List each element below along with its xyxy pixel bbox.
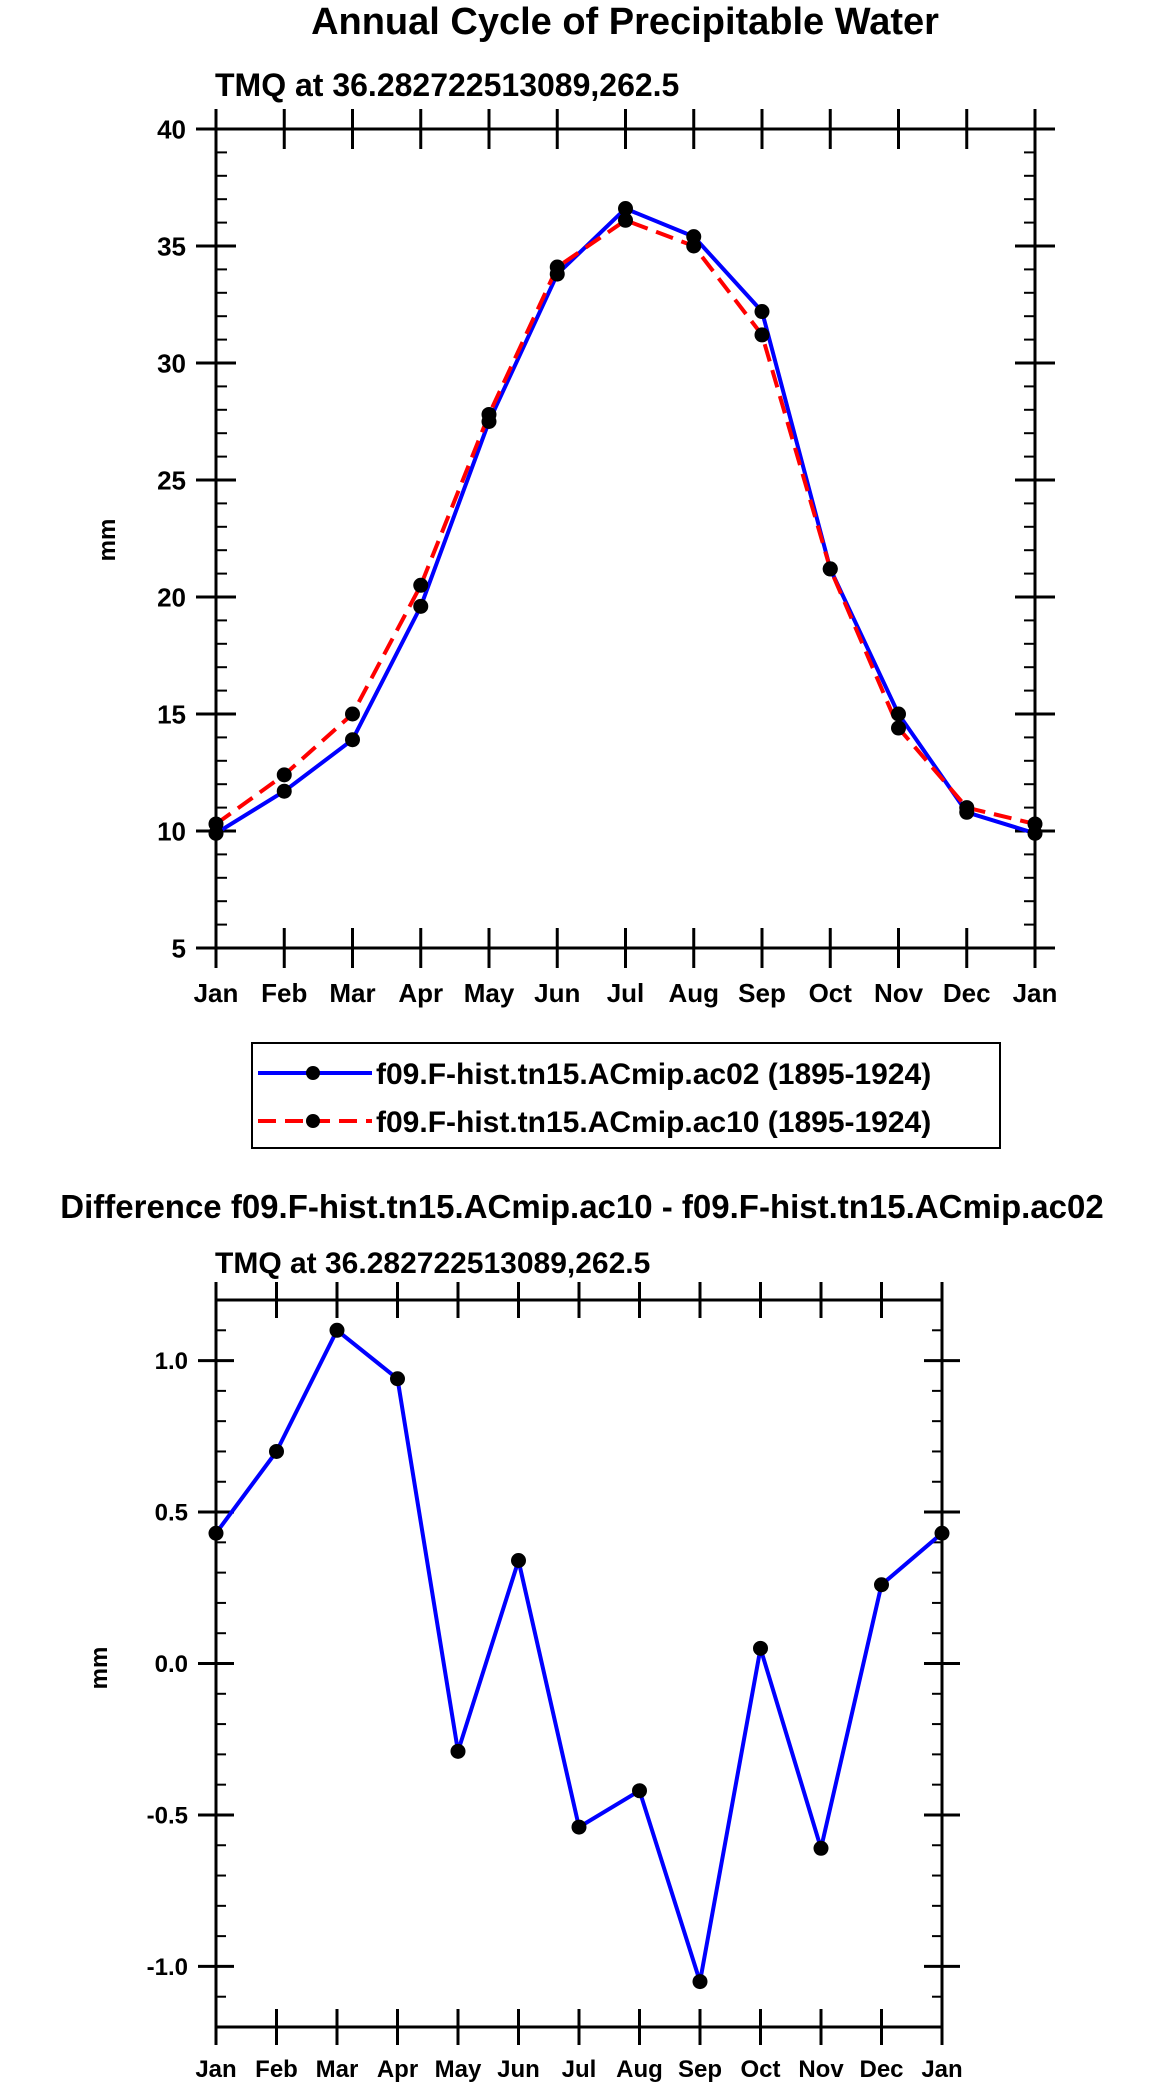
chart1-series-1-point: [549, 259, 565, 275]
chart2-xtick-label: Oct: [740, 2056, 780, 2083]
chart2-xtick-label: Apr: [377, 2056, 418, 2083]
chart1-ytick-label: 20: [157, 582, 186, 612]
chart2-ytick-label: 1.0: [155, 1348, 188, 1375]
chart1-xtick-label: Feb: [261, 978, 307, 1008]
chart1-ytick-label: 40: [157, 114, 186, 144]
legend-marker-ac10: [306, 1114, 320, 1128]
chart2-xtick-label: Jan: [921, 2056, 962, 2083]
chart1-series-0-point: [618, 201, 633, 217]
chart1-series-1-point: [959, 800, 975, 816]
figure-title: Annual Cycle of Precipitable Water: [311, 1, 939, 43]
chart1-plot: Jan Feb Mar Apr May Jun Jul Aug Sep Oct Nov Dec Jan 5…: [157, 109, 1057, 1008]
chart2-series-0-point: [511, 1553, 526, 1569]
chart2-series-0-point: [390, 1371, 405, 1387]
chart1-ytick-label: 10: [157, 816, 186, 846]
chart2-series-0-point: [269, 1443, 284, 1459]
chart2-xtick-label: Dec: [859, 2056, 903, 2083]
chart2-series-0-point: [632, 1783, 647, 1799]
legend-box: [251, 1042, 1001, 1149]
chart1-series-0-point: [754, 304, 770, 320]
legend-marker-ac02: [306, 1066, 320, 1080]
chart1-xtick-label: Aug: [668, 978, 719, 1008]
chart2-series-0-point: [692, 1974, 708, 1990]
chart2-plot: Jan Feb Mar Apr May Jun Jul Aug Sep Oct Nov Dec Jan -…: [147, 1282, 963, 2083]
legend-label-ac02: f09.F-hist.tn15.ACmip.ac02 (1895-1924): [376, 1058, 931, 1091]
chart1-series-0-point: [413, 598, 429, 614]
chart1-series-1-point: [345, 706, 360, 722]
chart1-ytick-label: 25: [157, 465, 186, 495]
chart2-series-0-point: [934, 1525, 950, 1541]
chart1-series-1-point: [481, 406, 497, 422]
chart1-ylabel: mm: [94, 519, 121, 562]
chart2-series-0-point: [208, 1525, 224, 1541]
chart2-ytick-label: 0.5: [155, 1500, 188, 1527]
chart1-series-0-point: [345, 732, 360, 748]
chart1-xtick-label: Jun: [534, 978, 580, 1008]
chart2-series-0-point: [571, 1819, 587, 1835]
chart1-series-1-point: [413, 577, 429, 593]
chart2-xtick-label: Nov: [798, 2056, 844, 2083]
chart1-series-1-point: [822, 561, 838, 577]
chart2-series-line-0: [214, 1328, 944, 1984]
chart2-xtick-label: Jul: [562, 2056, 597, 2083]
chart2-subtitle: TMQ at 36.282722513089,262.5: [215, 1247, 650, 1280]
chart1-series-1-point: [208, 816, 224, 832]
chart1-series-line-0: [214, 206, 1036, 836]
legend-label-ac10: f09.F-hist.tn15.ACmip.ac10 (1895-1924): [376, 1106, 931, 1139]
chart2-xtick-label: Sep: [678, 2056, 722, 2083]
diff-title: Difference f09.F-hist.tn15.ACmip.ac10 - …: [60, 1188, 1103, 1225]
chart1-series-1-point: [686, 238, 702, 254]
chart1-legend: f09.F-hist.tn15.ACmip.ac02 (1895-1924) f…: [251, 1042, 1001, 1149]
chart1-xtick-label: Jan: [1013, 978, 1058, 1008]
chart2-xtick-label: Jan: [195, 2056, 236, 2083]
chart2-xtick-label: Jun: [497, 2056, 540, 2083]
chart1-ytick-label: 30: [157, 348, 186, 378]
chart1-series-0-point: [276, 783, 292, 799]
chart1-xtick-label: Nov: [874, 978, 924, 1008]
chart1-xtick-label: Jul: [607, 978, 645, 1008]
chart2-xtick-label: May: [435, 2056, 482, 2083]
chart1-ytick-label: 5: [172, 933, 186, 963]
chart1-series-1-point: [1027, 816, 1043, 832]
chart1-frame: [214, 127, 1037, 950]
chart1-xtick-label: Mar: [329, 978, 375, 1008]
chart1-xtick-label: Apr: [398, 978, 443, 1008]
chart1-xtick-label: Sep: [738, 978, 786, 1008]
chart2-series-0-point: [753, 1640, 768, 1656]
chart1-subtitle: TMQ at 36.282722513089,262.5: [215, 67, 679, 103]
chart2-ytick-label: -0.5: [147, 1803, 188, 1830]
chart1-xtick-label: May: [464, 978, 515, 1008]
chart2-frame: [214, 1298, 944, 2029]
chart2-ylabel: mm: [86, 1647, 113, 1690]
chart1-series-1-point: [891, 720, 906, 736]
chart2-ytick-label: 0.0: [155, 1651, 188, 1678]
chart2-xtick-label: Mar: [316, 2056, 359, 2083]
chart1-series-1-point: [276, 767, 292, 783]
chart2-series-0-point: [813, 1840, 829, 1856]
chart2-series-0-point: [874, 1577, 889, 1593]
chart1-series-1-point: [618, 212, 633, 228]
chart1-xtick-label: Dec: [943, 978, 991, 1008]
chart2-ytick-label: -1.0: [147, 1954, 188, 1981]
chart1-ytick-label: 15: [157, 699, 186, 729]
chart1-xtick-label: Jan: [194, 978, 239, 1008]
chart2-series-0-point: [450, 1743, 466, 1759]
chart2-series-0-point: [329, 1322, 345, 1338]
chart1-xtick-label: Oct: [809, 978, 853, 1008]
chart1-ytick-label: 35: [157, 231, 186, 261]
chart1-series-0-point: [891, 706, 906, 722]
chart1-series-1-point: [754, 327, 770, 343]
chart2-xtick-label: Aug: [616, 2056, 663, 2083]
chart2-xtick-label: Feb: [255, 2056, 298, 2083]
